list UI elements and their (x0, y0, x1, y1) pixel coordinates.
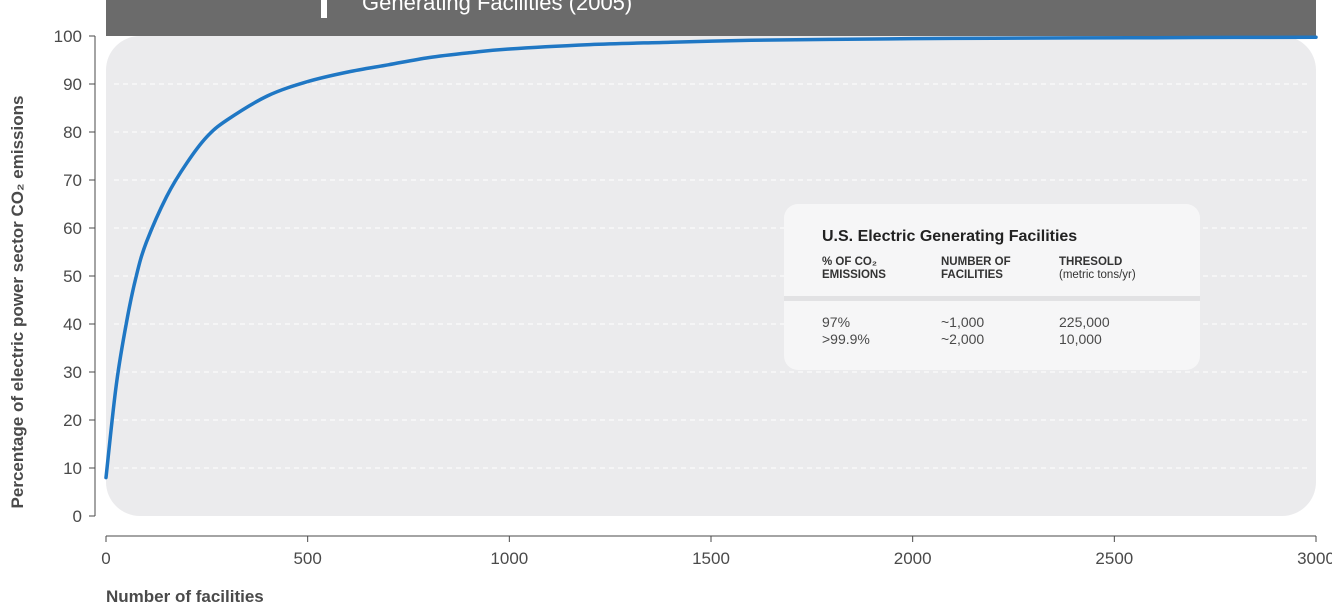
series-layer (104, 35, 1318, 480)
table-cell: >99.9% (822, 331, 870, 347)
header-threshold: THRESOLD (metric tons/yr) (1059, 256, 1136, 282)
x-axis-title: Number of facilities (106, 587, 264, 606)
y-tick-label: 30 (63, 363, 82, 382)
x-tick-label: 0 (101, 549, 110, 568)
header-facilities: NUMBER OF FACILITIES (941, 256, 1011, 282)
header-divider (784, 296, 1200, 301)
y-axis-title: Percentage of electric power sector CO₂ … (8, 96, 27, 509)
y-tick-label: 10 (63, 459, 82, 478)
x-tick-label: 2500 (1095, 549, 1133, 568)
table-cell: 97% (822, 314, 851, 330)
y-tick-label: 80 (63, 123, 82, 142)
header-emissions: % OF CO₂ EMISSIONS (822, 256, 886, 282)
header-emissions-line1: % OF CO₂ (822, 256, 877, 268)
y-tick-label: 70 (63, 171, 82, 190)
header-facilities-line2: FACILITIES (941, 269, 1003, 281)
y-tick-label: 20 (63, 411, 82, 430)
facilities-table-panel: U.S. Electric Generating Facilities % OF… (784, 204, 1200, 370)
y-tick-label: 100 (54, 27, 82, 46)
table-cell: ~1,000 (941, 314, 985, 330)
title-banner (106, 0, 1316, 36)
title-banner-marker (321, 0, 327, 18)
series-line (104, 35, 1318, 480)
header-facilities-line1: NUMBER OF (941, 256, 1011, 268)
y-tick-label: 40 (63, 315, 82, 334)
table-cell: ~2,000 (941, 331, 985, 347)
y-tick-label: 90 (63, 75, 82, 94)
table-title: U.S. Electric Generating Facilities (822, 228, 1078, 245)
y-tick-label: 0 (73, 507, 82, 526)
table-cell: 10,000 (1059, 331, 1102, 347)
header-threshold-line1: THRESOLD (1059, 256, 1123, 268)
x-tick-label: 2000 (894, 549, 932, 568)
x-tick-label: 1500 (692, 549, 730, 568)
header-threshold-line2: (metric tons/yr) (1059, 269, 1136, 281)
chart-title: Generating Facilities (2005) (362, 0, 632, 15)
y-tick-label: 50 (63, 267, 82, 286)
table-cell: 225,000 (1059, 314, 1110, 330)
header-emissions-line2: EMISSIONS (822, 269, 886, 281)
x-tick-label: 500 (293, 549, 321, 568)
y-tick-label: 60 (63, 219, 82, 238)
x-tick-label: 1000 (490, 549, 528, 568)
x-tick-label: 3000 (1297, 549, 1332, 568)
